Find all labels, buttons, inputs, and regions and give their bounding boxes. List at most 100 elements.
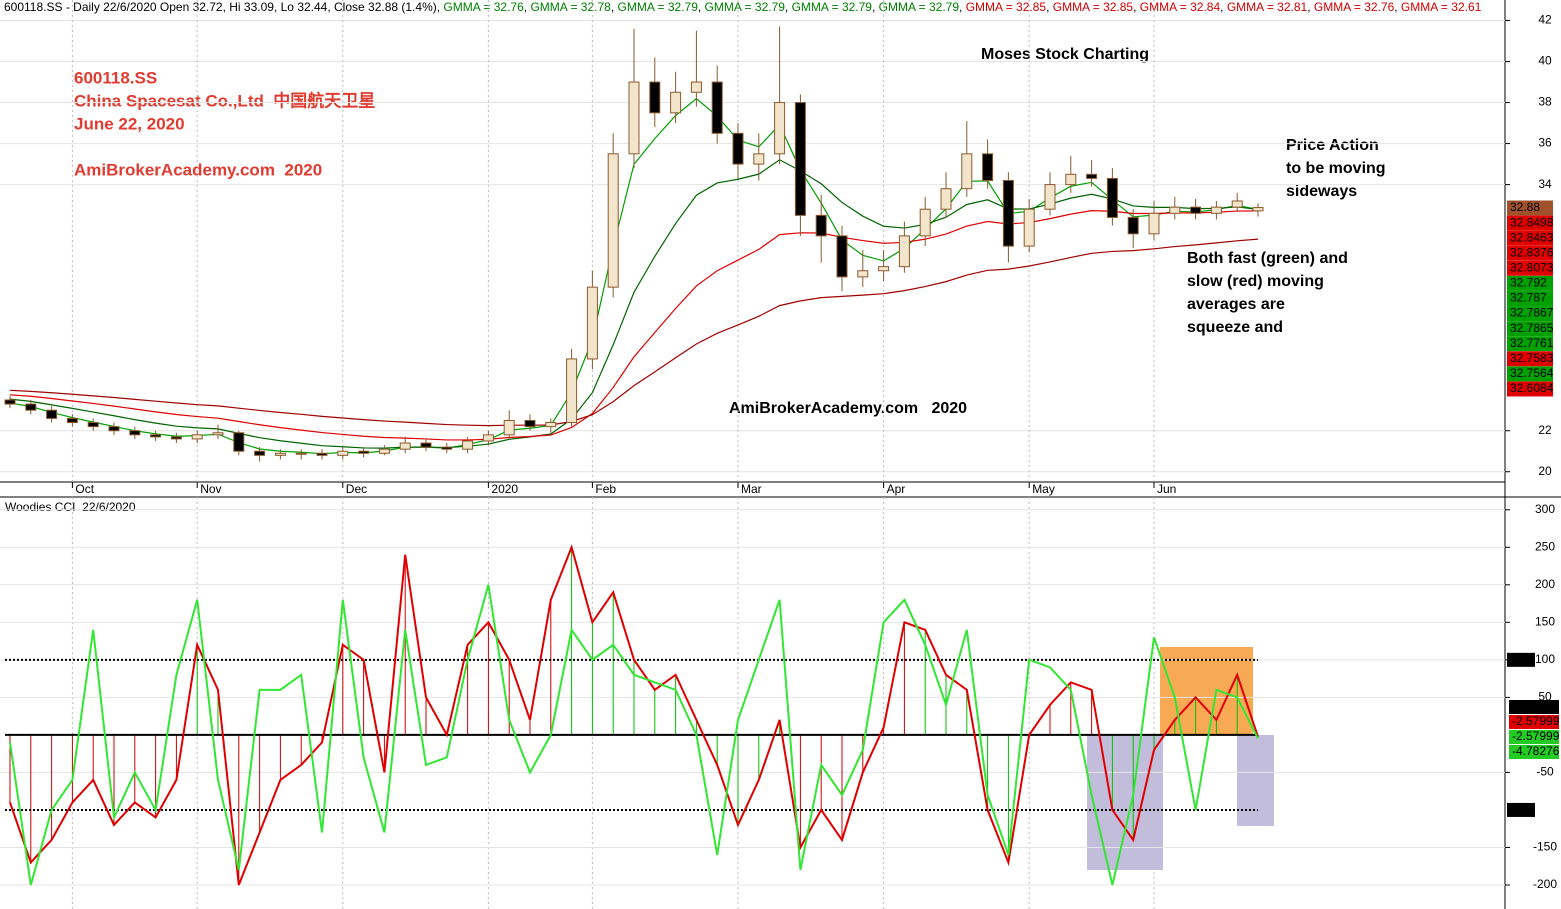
candle-body (711, 81, 723, 134)
candle-body (878, 266, 890, 272)
note: averages are (1187, 296, 1285, 313)
candle-body (670, 91, 682, 114)
candle-body (87, 422, 99, 428)
header-text: 600118.SS - Daily 22/6/2020 Open 32.72, … (4, 0, 437, 14)
y-tick-label: -200 (1533, 877, 1557, 891)
candle-body (1190, 206, 1202, 214)
candle-body (212, 432, 224, 436)
candle-body (233, 432, 245, 452)
note: China Spacesat Co.,Ltd 中国航天卫星 (74, 90, 375, 110)
note: Price Action (1286, 137, 1379, 154)
candle-body (420, 442, 432, 448)
ref-tag (1507, 652, 1535, 667)
header: 600118.SS - Daily 22/6/2020 Open 32.72, … (4, 0, 1482, 14)
separator: , (872, 0, 879, 14)
candle-body (628, 81, 640, 155)
separator: , (437, 0, 444, 14)
x-tick-label: 2020 (491, 482, 518, 496)
separator: , (1220, 0, 1227, 14)
readout: GMMA = 32.79 (705, 0, 786, 14)
candle-body (566, 358, 578, 424)
candle-body (316, 452, 328, 456)
cci-line (9, 584, 1259, 886)
x-tick-label: Jun (1157, 482, 1176, 496)
candle-body (690, 81, 702, 93)
readout: GMMA = 32.76 (443, 0, 524, 14)
candle-body (358, 450, 370, 454)
price-tag-label: 32.8498 (1510, 215, 1554, 229)
note: 600118.SS (74, 68, 157, 87)
readout: GMMA = 32.79 (618, 0, 699, 14)
readout: GMMA = 32.81 (1227, 0, 1308, 14)
cci-line (9, 544, 1259, 886)
candle-body (191, 434, 203, 440)
price-tag (1507, 366, 1553, 382)
pane-title: Woodies CCI 22/6/2020 (5, 500, 136, 514)
price-tag (1507, 336, 1553, 352)
y-tick-label: 22 (1538, 423, 1552, 437)
price-tag-label: 32.88 (1510, 200, 1540, 214)
x-tick-label: Apr (887, 482, 906, 496)
price-tag-label: 32.7583 (1510, 351, 1554, 365)
readout: GMMA = 32.76 (1314, 0, 1395, 14)
candle-body (940, 188, 952, 210)
y-tick-label: 38 (1538, 95, 1552, 109)
y-tick-label: 40 (1538, 54, 1552, 68)
candle-body (274, 452, 286, 456)
candle-body (1127, 216, 1139, 235)
candle-body (753, 153, 765, 165)
x-tick-label: Mar (741, 482, 762, 496)
readout: GMMA = 32.85 (966, 0, 1047, 14)
candle-body (524, 419, 536, 428)
y-tick-label: 150 (1535, 614, 1555, 628)
separator: , (959, 0, 966, 14)
candle-body (254, 450, 266, 456)
value-tag-label: 0.00000 (1512, 699, 1556, 713)
y-tick-label: 20 (1538, 464, 1552, 478)
x-tick-label: Oct (75, 482, 94, 496)
note: squeeze and (1187, 319, 1283, 336)
candle-body (399, 442, 411, 450)
candle-body (586, 286, 598, 360)
candle-body (150, 434, 162, 438)
price-tag-label: 32.8463 (1510, 230, 1554, 244)
value-tag (1509, 745, 1559, 759)
candle-body (1044, 184, 1056, 210)
candle-body (794, 102, 806, 216)
note: June 22, 2020 (74, 114, 185, 133)
separator: , (1133, 0, 1140, 14)
candle-body (462, 440, 474, 450)
x-tick-label: Dec (346, 482, 367, 496)
price-tag (1507, 351, 1553, 367)
readout: GMMA = 32.79 (792, 0, 873, 14)
price-tag (1507, 245, 1553, 261)
note: AmiBrokerAcademy.com 2020 (729, 400, 967, 417)
candle-body (503, 419, 515, 436)
note: slow (red) moving (1187, 273, 1324, 290)
value-tag (1509, 730, 1559, 744)
zone (1237, 735, 1274, 826)
note: Both fast (green) and (1187, 250, 1348, 267)
price-tag (1507, 321, 1553, 337)
candle-body (378, 448, 390, 454)
candle-body (1231, 200, 1243, 208)
x-tick-label: May (1032, 482, 1055, 496)
ref-tag-label: -100 (1509, 802, 1533, 816)
candle-body (4, 399, 16, 405)
candle-body (774, 102, 786, 155)
ref-tag (1507, 802, 1535, 817)
ref-tag-label: 100 (1511, 652, 1531, 666)
note: to be moving (1286, 160, 1386, 177)
y-tick-label: 36 (1538, 136, 1552, 150)
price-tag (1507, 290, 1553, 306)
candle-body (1252, 207, 1264, 212)
candle-body (545, 422, 557, 428)
candle-body (815, 214, 827, 237)
candle-body (898, 235, 910, 268)
candle-body (1065, 173, 1077, 186)
value-tag-label: -2.57999 (1512, 714, 1560, 728)
candle-body (961, 153, 973, 190)
candle-body (108, 426, 120, 432)
y-tick-label: 300 (1535, 502, 1555, 516)
